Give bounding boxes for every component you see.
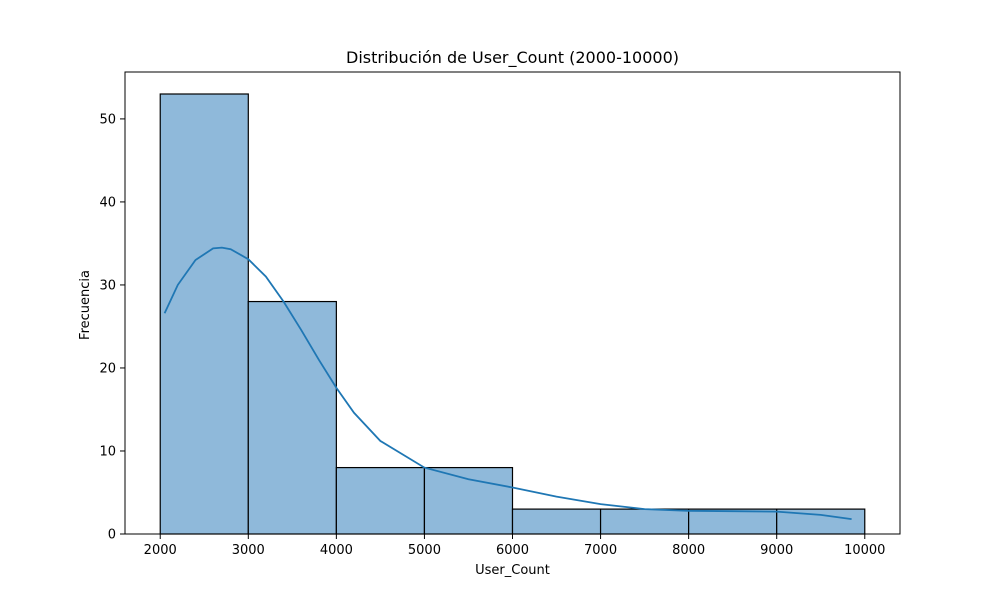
histogram-bar <box>688 508 778 535</box>
histogram-bar <box>247 300 337 535</box>
chart-title: Distribución de User_Count (2000-10000) <box>346 48 679 68</box>
histogram-bar <box>511 508 602 535</box>
x-tick-label: 7000 <box>584 543 617 558</box>
y-axis: 0 10 20 30 40 50 <box>99 112 125 543</box>
y-tick-label: 30 <box>99 278 116 293</box>
x-tick-label: 9000 <box>760 543 793 558</box>
histogram-bar <box>423 466 514 535</box>
y-tick-label: 40 <box>99 195 116 210</box>
x-axis: 2000 3000 4000 5000 6000 7000 8000 9000 10000 <box>144 534 885 558</box>
x-tick-label: 2000 <box>144 543 177 558</box>
histogram-bar <box>335 466 426 535</box>
y-tick-label: 0 <box>108 528 116 543</box>
x-tick-label: 10000 <box>844 543 885 558</box>
y-tick-label: 20 <box>99 361 116 376</box>
y-axis-label: Frecuencia <box>78 270 93 340</box>
x-tick-label: 4000 <box>320 543 353 558</box>
bars-group <box>159 93 866 535</box>
histogram-bar <box>159 93 249 535</box>
x-tick-label: 8000 <box>672 543 705 558</box>
x-tick-label: 5000 <box>408 543 441 558</box>
x-tick-label: 6000 <box>496 543 529 558</box>
kde-curve <box>163 246 852 520</box>
histogram-bar <box>599 508 690 535</box>
x-axis-label: User_Count <box>475 563 550 578</box>
x-tick-label: 3000 <box>232 543 265 558</box>
y-tick-label: 50 <box>99 112 116 127</box>
y-tick-label: 10 <box>99 444 116 459</box>
